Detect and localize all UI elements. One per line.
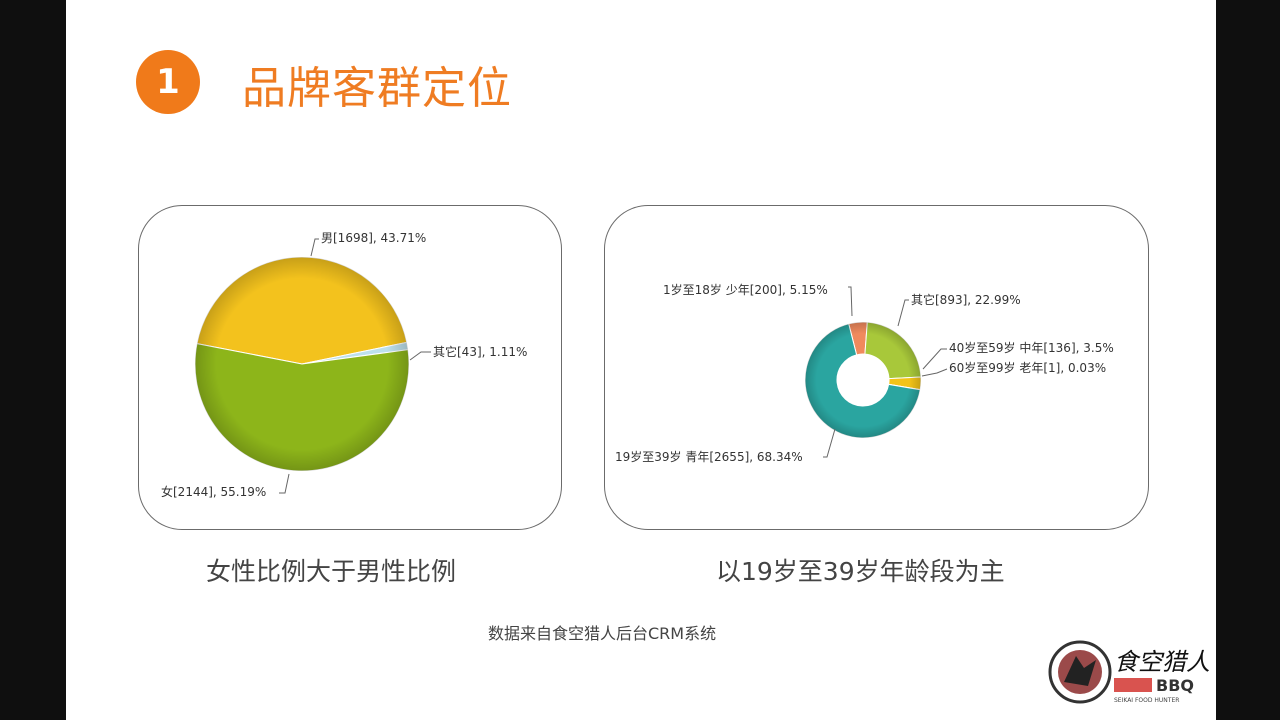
age-chart-card: 1岁至18岁 少年[200], 5.15% 其它[893], 22.99% 40岁至… — [604, 205, 1149, 530]
page-title: 品牌客群定位 — [242, 63, 512, 114]
gender-pie-chart: 男[1698], 43.71% 其它[43], 1.11% 女[2144], 55.… — [161, 231, 527, 499]
slice-label-0: 1岁至18岁 少年[200], 5.15% — [663, 282, 828, 297]
slice-label-2: 40岁至59岁 中年[136], 3.5% — [949, 340, 1114, 355]
slice-label-3: 60岁至99岁 老年[1], 0.03% — [949, 360, 1106, 375]
age-caption: 以19岁至39岁年龄段为主 — [716, 557, 1005, 586]
leader-line-3 — [921, 368, 948, 377]
leader-line-0 — [848, 286, 853, 317]
slice-label-1: 其它[893], 22.99% — [911, 292, 1021, 307]
slice-0 — [196, 256, 408, 365]
leader-line-2 — [922, 348, 947, 370]
source-note: 数据来自食空猎人后台CRM系统 — [488, 624, 717, 643]
slice-label-0: 男[1698], 43.71% — [321, 231, 426, 245]
leader-line-0 — [310, 238, 319, 257]
leader-line-4 — [823, 428, 836, 458]
section-number-badge: 1 — [136, 50, 200, 114]
leader-line-1 — [409, 351, 431, 361]
slice-label-4: 19岁至39岁 青年[2655], 68.34% — [615, 449, 803, 464]
brand-logo: 食空猎人 BBQ SEIKAI FOOD HUNTER — [1048, 640, 1210, 704]
logo-tagline: SEIKAI FOOD HUNTER — [1114, 697, 1179, 704]
gender-caption: 女性比例大于男性比例 — [206, 557, 457, 586]
slide: 1 品牌客群定位 男[1698], 43.71% 其它[43], 1.11% 女[2… — [66, 0, 1216, 720]
slice-label-1: 其它[43], 1.11% — [433, 344, 527, 359]
leader-line-2 — [279, 473, 290, 494]
gender-chart-card: 男[1698], 43.71% 其它[43], 1.11% 女[2144], 55.… — [138, 205, 562, 530]
slice-1 — [864, 321, 922, 380]
logo-text: 食空猎人 — [1114, 648, 1210, 676]
age-donut-chart: 1岁至18岁 少年[200], 5.15% 其它[893], 22.99% 40岁至… — [615, 282, 1114, 464]
leader-line-1 — [897, 299, 909, 327]
logo-sub-text: BBQ — [1156, 676, 1194, 695]
slice-label-2: 女[2144], 55.19% — [161, 484, 266, 499]
